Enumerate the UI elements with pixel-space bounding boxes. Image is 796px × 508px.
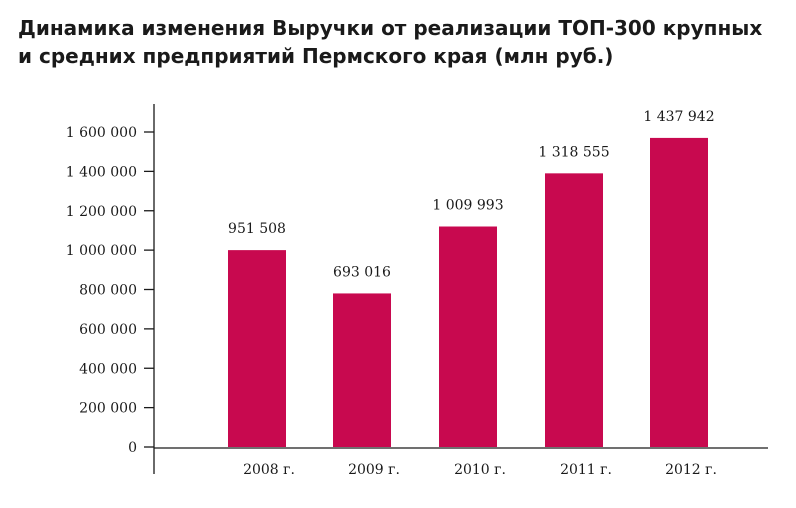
bar [439,226,497,447]
bar [545,173,603,447]
y-axis: 0 200 000 400 000 600 000 800 000 1 000 000 1 … [66,104,155,474]
category-labels: 2008 г. 2009 г. 2010 г. 2011 г. 2012 г. [243,462,717,478]
bar [228,250,286,447]
chart-title-line-2: и средних предприятий Пермского края (мл… [18,44,614,68]
data-label: 1 437 942 [643,109,714,125]
bar [333,293,391,447]
y-tick-label: 1 000 000 [66,243,137,259]
y-tick-label: 1 400 000 [66,164,137,180]
x-tick-label: 2011 г. [560,462,612,478]
bars [228,137,708,447]
chart-title-line-1: Динамика изменения Выручки от реализации… [18,16,763,40]
x-tick-label: 2008 г. [243,462,295,478]
x-tick-label: 2010 г. [454,462,506,478]
y-tick-label: 0 [128,440,137,456]
x-tick-label: 2009 г. [348,462,400,478]
y-tick-label: 600 000 [79,322,137,338]
data-label: 693 016 [333,264,391,280]
y-tick-label: 400 000 [79,361,137,377]
y-tick-label: 1 200 000 [66,204,137,220]
chart-title: Динамика изменения Выручки от реализации… [18,14,778,70]
data-label: 1 318 555 [538,144,609,160]
y-tick-label: 800 000 [79,283,137,299]
y-tick-label: 200 000 [79,401,137,417]
data-label: 951 508 [228,221,286,237]
value-labels: 951 508 693 016 1 009 993 1 318 555 1 437 94… [228,109,715,281]
y-tick-label: 1 600 000 [66,125,137,141]
data-label: 1 009 993 [432,198,503,214]
x-tick-label: 2012 г. [665,462,717,478]
bar [650,137,708,447]
